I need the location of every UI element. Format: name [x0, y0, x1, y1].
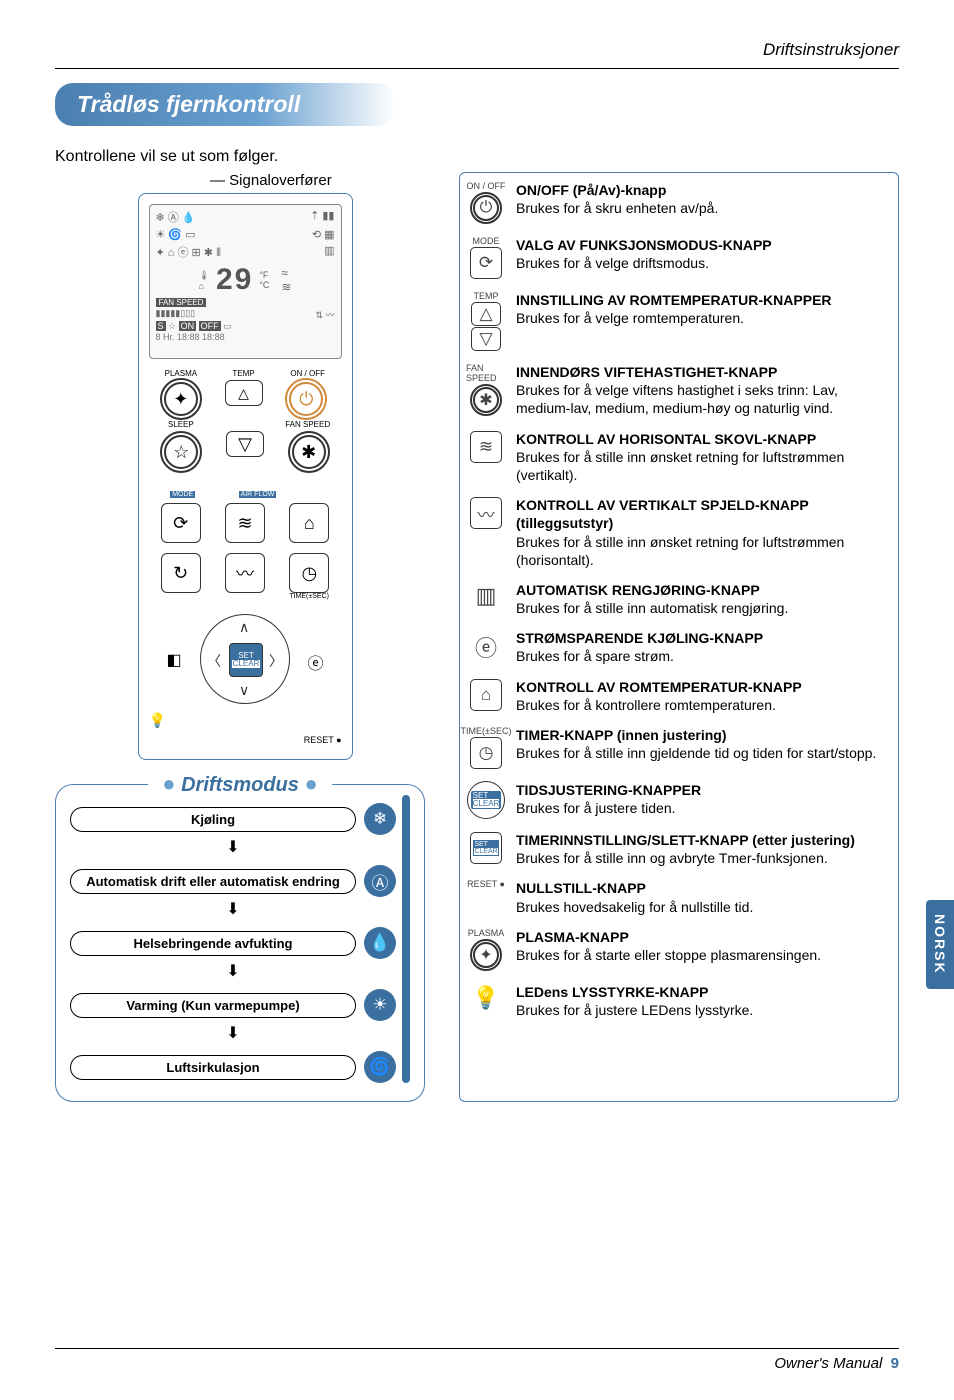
mode-icon: 🌀	[364, 1051, 396, 1083]
mode-icon: ❄	[364, 803, 396, 835]
desc-icon: TEMP△▽	[466, 291, 506, 351]
mode-label: Varming (Kun varmepumpe)	[70, 993, 356, 1018]
mode-label: Helsebringende avfukting	[70, 931, 356, 956]
desc-item: 〰 KONTROLL AV VERTIKALT SPJELD-KNAPP (til…	[466, 496, 888, 569]
desc-icon: 💡	[466, 983, 506, 1011]
desc-text: ON/OFF (På/Av)-knappBrukes for å skru en…	[516, 181, 718, 217]
desc-text: VALG AV FUNKSJONSMODUS-KNAPPBrukes for å…	[516, 236, 772, 272]
desc-item: ⌂ KONTROLL AV ROMTEMPERATUR-KNAPPBrukes f…	[466, 678, 888, 714]
desc-text: LEDens LYSSTYRKE-KNAPPBrukes for å juste…	[516, 983, 753, 1019]
desc-text: STRØMSPARENDE KJØLING-KNAPPBrukes for å …	[516, 629, 763, 665]
mode-arrow-icon: ⬇	[70, 837, 396, 857]
plasma-button[interactable]: ✦	[160, 378, 202, 420]
mode-row: Kjøling ❄	[70, 803, 396, 835]
desc-icon: ≋	[466, 430, 506, 463]
mode-icon: ☀	[364, 989, 396, 1021]
desc-text: PLASMA-KNAPPBrukes for å starte eller st…	[516, 928, 821, 964]
desc-icon: TIME(±SEC)◷	[466, 726, 506, 769]
modes-title: ● Driftsmodus ●	[148, 771, 332, 797]
airflow-h-button[interactable]: ≋	[225, 503, 265, 543]
desc-text: INNENDØRS VIFTEHASTIGHET-KNAPPBrukes for…	[516, 363, 888, 418]
desc-icon: 〰	[466, 496, 506, 529]
footer: Owner's Manual 9	[55, 1348, 899, 1372]
desc-icon: SETCLEAR	[466, 831, 506, 864]
lcd-display: ❄ Ⓐ 💧⇡ ▮▮ ☀ 🌀 ▭⟲ ▦ ✦ ⌂ ⓔ ⊞ ✱ ⦀▥ 🌡⌂ 29 °F…	[149, 204, 342, 359]
desc-item: PLASMA✦ PLASMA-KNAPPBrukes for å starte e…	[466, 928, 888, 971]
mode-arrow-icon: ⬇	[70, 961, 396, 981]
airflow-v-button[interactable]: 〰	[225, 553, 265, 593]
desc-icon: ON / OFF⏻	[466, 181, 506, 224]
desc-text: TIMER-KNAPP (innen justering)Brukes for …	[516, 726, 876, 762]
desc-text: TIDSJUSTERING-KNAPPERBrukes for å juster…	[516, 781, 701, 817]
desc-text: TIMERINNSTILLING/SLETT-KNAPP (etter just…	[516, 831, 855, 867]
desc-icon: PLASMA✦	[466, 928, 506, 971]
mode-icon: 💧	[364, 927, 396, 959]
temp-down-button[interactable]: ▽	[226, 431, 264, 457]
rule-top	[55, 68, 899, 69]
desc-icon: SETCLEAR	[466, 781, 506, 819]
cancel-icon[interactable]: ◧	[167, 650, 182, 670]
lcd-temp: 29	[216, 263, 253, 297]
set-clear-button[interactable]: SET CLEAR	[229, 643, 263, 677]
desc-text: KONTROLL AV VERTIKALT SPJELD-KNAPP (till…	[516, 496, 888, 569]
desc-text: INNSTILLING AV ROMTEMPERATUR-KNAPPERBruk…	[516, 291, 832, 327]
desc-item: FAN SPEED✱INNENDØRS VIFTEHASTIGHET-KNAPP…	[466, 363, 888, 418]
running-header: Driftsinstruksjoner	[55, 40, 899, 60]
section-banner: Trådløs fjernkontroll	[55, 83, 395, 126]
power-button[interactable]: ⏻	[285, 378, 327, 420]
dpad[interactable]: ∧ ∨ 〈 〉 SET CLEAR	[200, 614, 290, 704]
mode-button[interactable]: ⟳	[161, 503, 201, 543]
desc-item: TEMP△▽ INNSTILLING AV ROMTEMPERATUR-KNAPP…	[466, 291, 888, 351]
desc-icon: ▥	[466, 581, 506, 609]
autoclean-button[interactable]: ↻	[161, 553, 201, 593]
language-tab: NORSK	[926, 900, 954, 989]
desc-text: NULLSTILL-KNAPPBrukes hovedsakelig for å…	[516, 879, 753, 915]
remote-illustration: ❄ Ⓐ 💧⇡ ▮▮ ☀ 🌀 ▭⟲ ▦ ✦ ⌂ ⓔ ⊞ ✱ ⦀▥ 🌡⌂ 29 °F…	[138, 193, 353, 760]
desc-icon: ⓔ	[466, 629, 506, 663]
temp-up-button[interactable]: △	[225, 380, 263, 406]
button-descriptions: ON / OFF⏻ ON/OFF (På/Av)-knappBrukes for …	[459, 172, 899, 1102]
signal-transmitter-label: — Signaloverfører	[210, 172, 435, 189]
reset-label[interactable]: RESET ●	[149, 735, 342, 745]
section-title: Trådløs fjernkontroll	[77, 91, 300, 117]
mode-row: Varming (Kun varmepumpe) ☀	[70, 989, 396, 1021]
mode-arrow-icon: ⬇	[70, 1023, 396, 1043]
roomtemp-button[interactable]: ⌂	[289, 503, 329, 543]
mode-label: Automatisk drift eller automatisk endrin…	[70, 869, 356, 894]
desc-icon: MODE⟳	[466, 236, 506, 279]
desc-item: ON / OFF⏻ ON/OFF (På/Av)-knappBrukes for …	[466, 181, 888, 224]
desc-item: 💡 LEDens LYSSTYRKE-KNAPPBrukes for å just…	[466, 983, 888, 1019]
mode-icon: Ⓐ	[364, 865, 396, 897]
desc-item: ≋ KONTROLL AV HORISONTAL SKOVL-KNAPPBruke…	[466, 430, 888, 485]
desc-item: TIME(±SEC)◷ TIMER-KNAPP (innen justering)…	[466, 726, 888, 769]
desc-item: SETCLEAR TIMERINNSTILLING/SLETT-KNAPP (et…	[466, 831, 888, 867]
intro-text: Kontrollene vil se ut som følger.	[55, 148, 899, 166]
desc-icon: RESET ●	[466, 879, 506, 889]
mode-label: Luftsirkulasjon	[70, 1055, 356, 1080]
modes-box: ● Driftsmodus ● Kjøling❄⬇Automatisk drif…	[55, 784, 425, 1102]
desc-text: KONTROLL AV HORISONTAL SKOVL-KNAPPBrukes…	[516, 430, 888, 485]
desc-item: ⓔ STRØMSPARENDE KJØLING-KNAPPBrukes for å…	[466, 629, 888, 665]
sleep-button[interactable]: ☆	[160, 431, 202, 473]
desc-item: RESET ● NULLSTILL-KNAPPBrukes hovedsakeli…	[466, 879, 888, 915]
desc-text: KONTROLL AV ROMTEMPERATUR-KNAPPBrukes fo…	[516, 678, 802, 714]
mode-row: Luftsirkulasjon 🌀	[70, 1051, 396, 1083]
econ-icon[interactable]: ⓔ	[307, 650, 323, 674]
desc-item: SETCLEAR TIDSJUSTERING-KNAPPERBrukes for …	[466, 781, 888, 819]
desc-item: MODE⟳ VALG AV FUNKSJONSMODUS-KNAPPBrukes …	[466, 236, 888, 279]
modes-connector-bar	[402, 795, 410, 1083]
desc-text: AUTOMATISK RENGJØRING-KNAPPBrukes for å …	[516, 581, 788, 617]
mode-row: Helsebringende avfukting 💧	[70, 927, 396, 959]
fanspeed-button[interactable]: ✱	[288, 431, 330, 473]
mode-label: Kjøling	[70, 807, 356, 832]
mode-arrow-icon: ⬇	[70, 899, 396, 919]
timer-button[interactable]: ◷	[289, 553, 329, 593]
desc-item: ▥ AUTOMATISK RENGJØRING-KNAPPBrukes for å…	[466, 581, 888, 617]
desc-icon: ⌂	[466, 678, 506, 711]
desc-icon: FAN SPEED✱	[466, 363, 506, 416]
mode-row: Automatisk drift eller automatisk endrin…	[70, 865, 396, 897]
